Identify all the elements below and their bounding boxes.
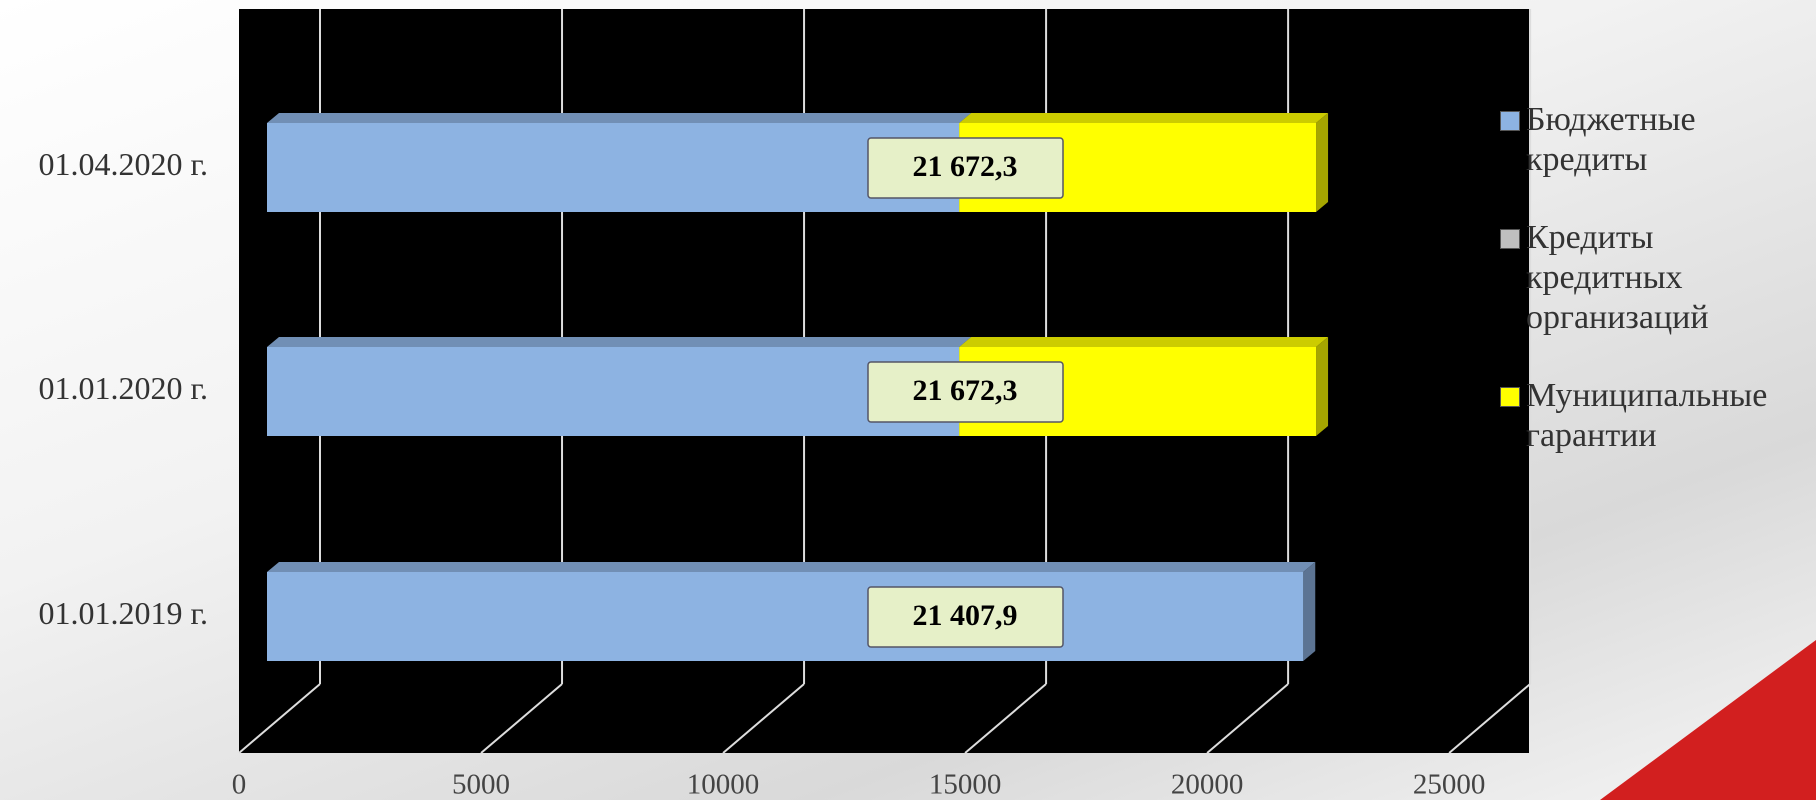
x-tick-label: 25000 [1413,769,1486,800]
legend-swatch [1500,229,1520,249]
grid-line [722,683,805,754]
bar-top [959,113,1329,123]
bar-top [267,337,972,347]
y-tick-label: 01.01.2020 г. [38,370,208,406]
x-tick-label: 20000 [1171,769,1244,800]
total-label: 21 672,3 [867,361,1064,423]
total-label-text: 21 407,9 [913,599,1018,632]
bar [267,572,1304,661]
total-label-text: 21 672,3 [913,150,1018,183]
legend-swatch [1500,111,1520,131]
total-label-box [867,361,1064,423]
bar-top [267,113,972,123]
legend-item: Кредиты кредитных организаций [1500,218,1816,338]
bar-end [1316,113,1329,212]
total-label-box [867,586,1064,648]
legend-label: Кредиты кредитных организаций [1526,219,1709,336]
legend-swatch [1500,387,1520,407]
x-tick-label: 5000 [452,769,510,800]
bar-top [959,337,1329,347]
grid-line [480,683,563,754]
legend: Бюджетные кредиты Кредиты кредитных орган… [1500,100,1816,494]
total-label-box [867,137,1064,199]
total-label: 21 407,9 [867,586,1064,648]
bar-end [1303,562,1316,661]
x-tick-label: 0 [232,769,247,800]
legend-label: Муниципальные гарантии [1526,377,1768,454]
total-label-text: 21 672,3 [913,374,1018,407]
grid-line [964,683,1047,754]
decor-swoosh [1600,640,1816,800]
grid-line [238,683,321,754]
bar [267,347,960,436]
legend-label: Бюджетные кредиты [1526,101,1696,178]
y-tick-label: 01.01.2019 г. [38,595,208,631]
x-tick-label: 10000 [687,769,760,800]
y-tick-label: 01.04.2020 г. [38,146,208,182]
legend-item: Бюджетные кредиты [1500,100,1816,180]
grid-line [1448,683,1531,754]
bar-top [267,562,1316,572]
grid-line [1206,683,1289,754]
total-label: 21 672,3 [867,137,1064,199]
bar-end [1316,337,1329,436]
legend-item: Муниципальные гарантии [1500,376,1816,456]
bar [267,123,960,212]
x-tick-label: 15000 [929,769,1002,800]
